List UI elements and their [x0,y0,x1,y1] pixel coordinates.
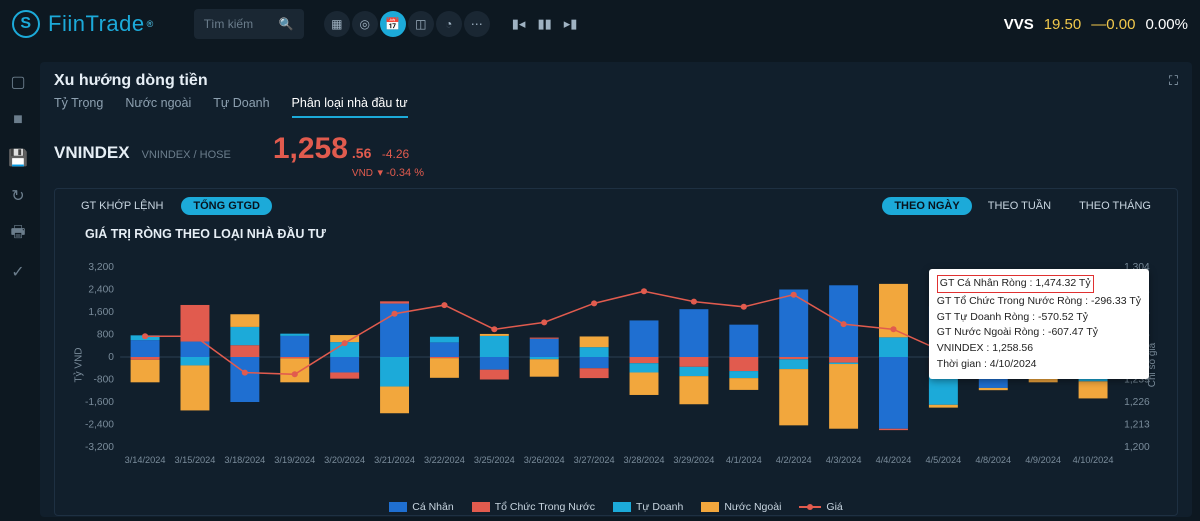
index-value-dec: .56 [352,145,371,161]
search-input[interactable]: Tìm kiếm 🔍 [194,9,304,39]
search-placeholder: Tìm kiếm [204,17,253,31]
grid-icon[interactable]: ▦ [324,11,350,37]
rail-video-icon[interactable]: ■ [8,110,28,130]
svg-text:3/14/2024: 3/14/2024 [125,455,166,465]
rail-save-icon[interactable]: 💾 [8,148,28,168]
clock-icon[interactable]: ◔ [436,11,462,37]
svg-text:4/1/2024: 4/1/2024 [726,455,762,465]
chip-row: GT KHỚP LỆNH TỔNG GTGD THEO NGÀY THEO TUẦN… [69,197,1163,215]
rail-refresh-icon[interactable]: ↻ [8,186,28,206]
svg-text:3/25/2024: 3/25/2024 [474,455,515,465]
svg-text:3/29/2024: 3/29/2024 [673,455,714,465]
svg-text:-3,200: -3,200 [85,442,114,453]
chart-box: GT KHỚP LỆNH TỔNG GTGD THEO NGÀY THEO TUẦN… [54,188,1178,516]
tab-2[interactable]: Tự Doanh [213,96,269,118]
expand-icon[interactable]: ⛶ [1169,73,1178,89]
tab-3[interactable]: Phân loại nhà đầu tư [292,96,408,118]
legend-nuoc_ngoai[interactable]: Nước Ngoài [701,501,781,513]
svg-text:1,213: 1,213 [1124,420,1150,431]
chart-title: GIÁ TRỊ RÒNG THEO LOẠI NHÀ ĐẦU TƯ [85,227,1163,241]
index-value-int: 1,258 [273,132,348,166]
ticker-price: 19.50 [1044,16,1082,33]
playback-controls: ▮◂ ▮▮ ▸▮ [512,16,578,32]
rail-check-icon[interactable]: ✓ [8,262,28,282]
svg-text:-800: -800 [94,375,115,386]
svg-text:3/20/2024: 3/20/2024 [324,455,365,465]
logo-icon [12,10,40,38]
svg-text:4/4/2024: 4/4/2024 [876,455,912,465]
legend-ca_nhan[interactable]: Cá Nhân [389,501,453,513]
ticker: VVS 19.50 —0.00 0.00% [1004,16,1188,33]
legend-to_chuc[interactable]: Tổ Chức Trong Nước [472,501,595,513]
index-pct: ▾ -0.34 % [377,167,424,179]
svg-text:3,200: 3,200 [88,263,114,273]
svg-text:3/19/2024: 3/19/2024 [274,455,315,465]
svg-text:1,600: 1,600 [88,307,114,318]
prev-icon[interactable]: ▮◂ [512,16,526,32]
svg-text:4/9/2024: 4/9/2024 [1025,455,1061,465]
index-unit: VND [352,168,373,179]
chip-left-0[interactable]: GT KHỚP LỆNH [69,197,175,215]
svg-text:3/22/2024: 3/22/2024 [424,455,465,465]
svg-text:3/27/2024: 3/27/2024 [574,455,615,465]
svg-text:3/28/2024: 3/28/2024 [624,455,665,465]
index-meta: .56 -4.26 VND ▾ -0.34 % [352,145,424,180]
svg-text:4/3/2024: 4/3/2024 [826,455,862,465]
left-rail: ▢ ■ 💾 ↻ 🖶 ✓ [0,60,36,294]
svg-text:-2,400: -2,400 [85,420,114,431]
svg-text:0: 0 [108,352,114,363]
rail-copy-icon[interactable]: ▢ [8,72,28,92]
svg-text:3/18/2024: 3/18/2024 [224,455,265,465]
index-row: VNINDEX VNINDEX / HOSE 1,258 .56 -4.26 V… [54,132,1178,180]
svg-text:-1,600: -1,600 [85,397,114,408]
chip-right-1[interactable]: THEO TUẦN [976,197,1063,215]
svg-text:800: 800 [97,330,114,341]
index-sub: VNINDEX / HOSE [142,149,231,161]
pause-icon[interactable]: ▮▮ [537,16,551,32]
svg-text:1,200: 1,200 [1124,442,1150,453]
panel-title: Xu hướng dòng tiền [54,72,208,90]
svg-text:3/26/2024: 3/26/2024 [524,455,565,465]
svg-text:1,226: 1,226 [1124,397,1150,408]
svg-text:Tỷ VND: Tỷ VND [72,348,84,383]
svg-text:4/10/2024: 4/10/2024 [1073,455,1114,465]
ticker-change: —0.00 [1091,16,1135,33]
next-icon[interactable]: ▸▮ [564,16,578,32]
svg-text:3/21/2024: 3/21/2024 [374,455,415,465]
reg-mark: ® [147,19,154,29]
tab-1[interactable]: Nước ngoài [125,96,191,118]
rail-print-icon[interactable]: 🖶 [8,224,28,244]
chip-right-2[interactable]: THEO THÁNG [1067,197,1163,215]
tab-0[interactable]: Tỷ Trọng [54,96,103,118]
svg-text:3/15/2024: 3/15/2024 [175,455,216,465]
brand-text: FiinTrade [48,11,145,37]
ticker-symbol: VVS [1004,16,1034,33]
index-change: -4.26 [382,147,409,161]
logo[interactable]: FiinTrade® [12,10,154,38]
chart-tooltip: GT Cá Nhân Ròng : 1,474.32 TỷGT Tổ Chức … [929,269,1149,379]
calendar-icon[interactable]: 📅 [380,11,406,37]
ticker-pct: 0.00% [1145,16,1188,33]
panel-header: Xu hướng dòng tiền ⛶ [54,72,1178,90]
panel-tabs: Tỷ Trọng Nước ngoài Tự Doanh Phân loại nhà … [54,96,1178,118]
topbar: FiinTrade® Tìm kiếm 🔍 ▦ ◎ 📅 ◫ ◔ ⋯ ▮◂ ▮▮ … [0,0,1200,48]
chip-right-0[interactable]: THEO NGÀY [882,197,971,215]
svg-text:2,400: 2,400 [88,285,114,296]
legend-gia[interactable]: Giá [799,501,842,513]
svg-text:4/5/2024: 4/5/2024 [925,455,961,465]
chart-legend: Cá Nhân Tổ Chức Trong Nước Tự Doanh Nước Ng… [55,501,1177,513]
legend-tu_doanh[interactable]: Tự Doanh [613,501,683,513]
search-icon: 🔍 [279,17,294,31]
more-icon[interactable]: ⋯ [464,11,490,37]
main-panel: Xu hướng dòng tiền ⛶ Tỷ TrọngNước ngoàiT… [40,62,1192,517]
target-icon[interactable]: ◎ [352,11,378,37]
layers-icon[interactable]: ◫ [408,11,434,37]
svg-text:4/2/2024: 4/2/2024 [776,455,812,465]
svg-text:4/8/2024: 4/8/2024 [975,455,1011,465]
index-name: VNINDEX [54,143,130,163]
chip-left-1[interactable]: TỔNG GTGD [181,197,272,215]
toolbar-icons: ▦ ◎ 📅 ◫ ◔ ⋯ [324,11,490,37]
